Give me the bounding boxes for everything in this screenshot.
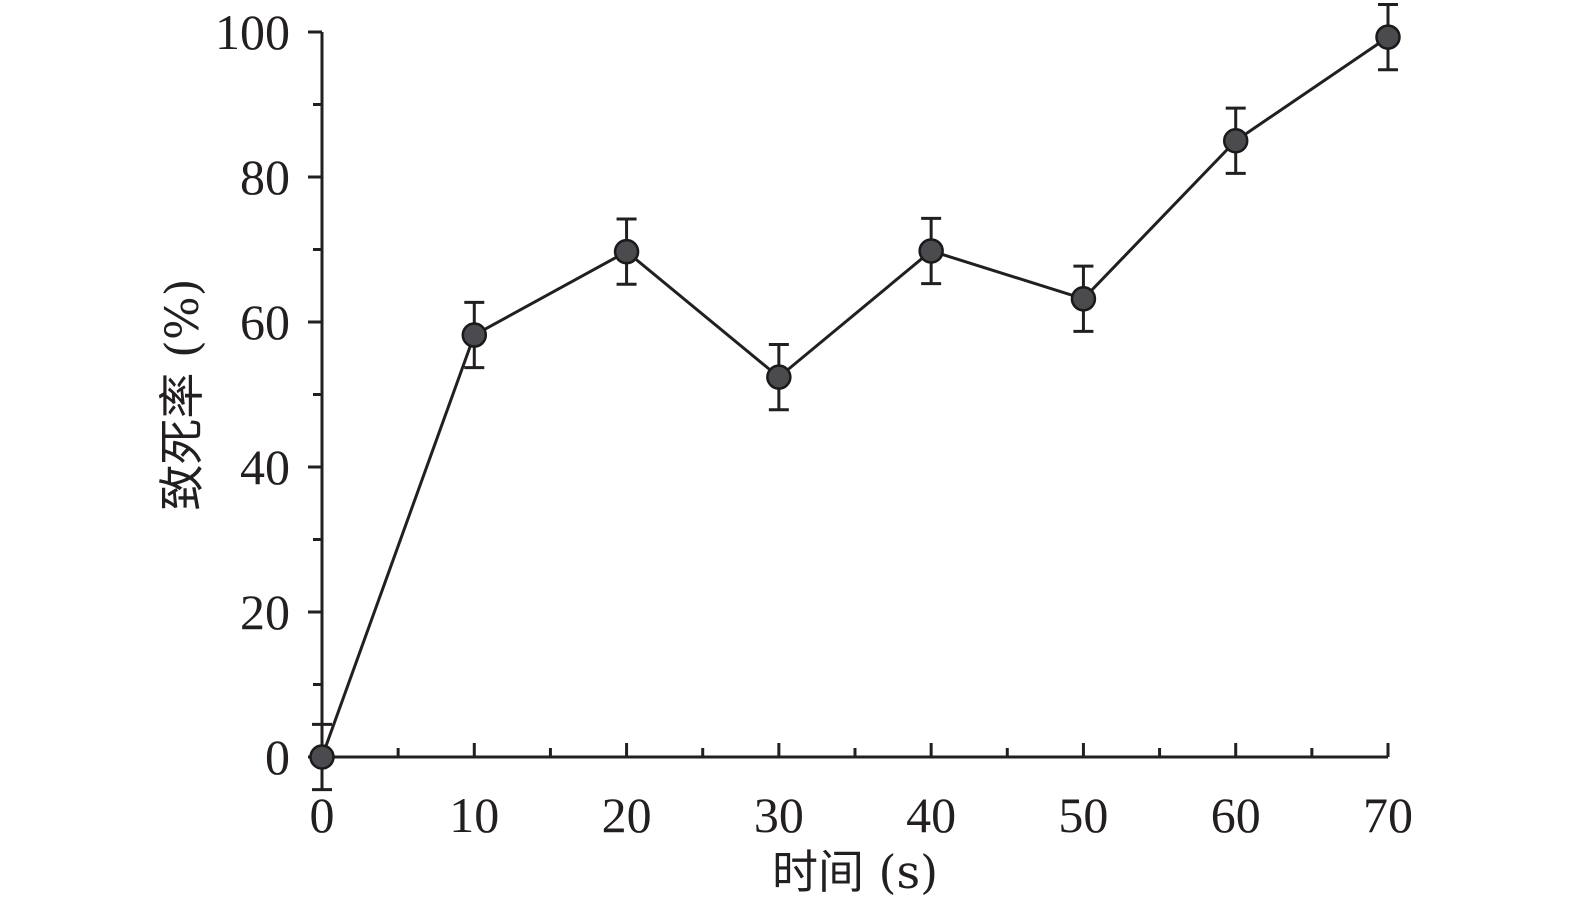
x-ticks (396, 743, 1390, 757)
x-tick-label: 30 (754, 787, 804, 843)
x-axis-title: 时间 (s) (772, 845, 938, 899)
data-point (613, 238, 640, 265)
y-ticks (308, 30, 322, 759)
data-point (1375, 24, 1401, 50)
data-point (461, 322, 488, 348)
y-tick-labels: 0 20 40 60 80 100 (215, 4, 290, 785)
y-tick-label: 0 (265, 729, 290, 785)
x-tick-label: 60 (1211, 787, 1261, 843)
y-tick-label: 80 (240, 149, 290, 205)
series (309, 2, 1401, 792)
y-tick-label: 40 (240, 439, 290, 495)
y-tick-label: 20 (240, 584, 290, 640)
x-tick-label: 40 (906, 787, 956, 843)
y-tick-label: 60 (240, 294, 290, 350)
series-line (320, 35, 1389, 758)
x-tick-labels: 0 10 20 30 40 50 60 70 (310, 787, 1414, 843)
x-tick-label: 20 (602, 787, 652, 843)
data-point (766, 364, 792, 390)
y-axis-title: 致死率 (%) (155, 278, 209, 510)
x-tick-label: 70 (1363, 787, 1413, 843)
data-point (1070, 286, 1097, 312)
data-point (309, 744, 335, 770)
y-tick-label: 100 (215, 4, 290, 60)
x-tick-label: 0 (310, 787, 335, 843)
x-tick-label: 50 (1058, 787, 1108, 843)
x-tick-label: 10 (449, 787, 499, 843)
data-point (1222, 128, 1249, 154)
data-point (918, 238, 944, 264)
